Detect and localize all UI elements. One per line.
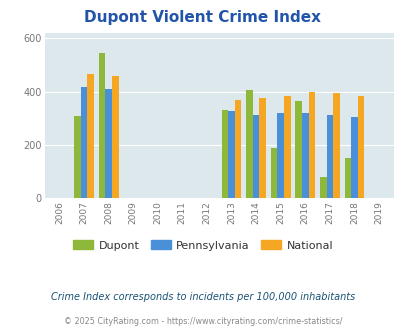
- Bar: [277, 114, 283, 198]
- Bar: [284, 96, 290, 198]
- Bar: [81, 87, 87, 198]
- Bar: [326, 115, 333, 198]
- Bar: [259, 98, 265, 198]
- Bar: [105, 89, 112, 198]
- Bar: [333, 93, 339, 198]
- Bar: [228, 111, 234, 198]
- Bar: [245, 90, 252, 198]
- Bar: [87, 74, 94, 198]
- Bar: [234, 100, 241, 198]
- Text: © 2025 CityRating.com - https://www.cityrating.com/crime-statistics/: © 2025 CityRating.com - https://www.city…: [64, 317, 341, 326]
- Bar: [344, 158, 350, 198]
- Bar: [350, 117, 357, 198]
- Bar: [221, 110, 228, 198]
- Text: Crime Index corresponds to incidents per 100,000 inhabitants: Crime Index corresponds to incidents per…: [51, 292, 354, 302]
- Bar: [308, 92, 315, 198]
- Bar: [319, 177, 326, 198]
- Bar: [357, 96, 364, 198]
- Bar: [301, 114, 308, 198]
- Bar: [98, 53, 105, 198]
- Text: Dupont Violent Crime Index: Dupont Violent Crime Index: [84, 10, 321, 25]
- Bar: [270, 148, 277, 198]
- Bar: [252, 115, 259, 198]
- Bar: [294, 101, 301, 198]
- Bar: [74, 115, 81, 198]
- Bar: [112, 76, 118, 198]
- Legend: Dupont, Pennsylvania, National: Dupont, Pennsylvania, National: [68, 236, 337, 255]
